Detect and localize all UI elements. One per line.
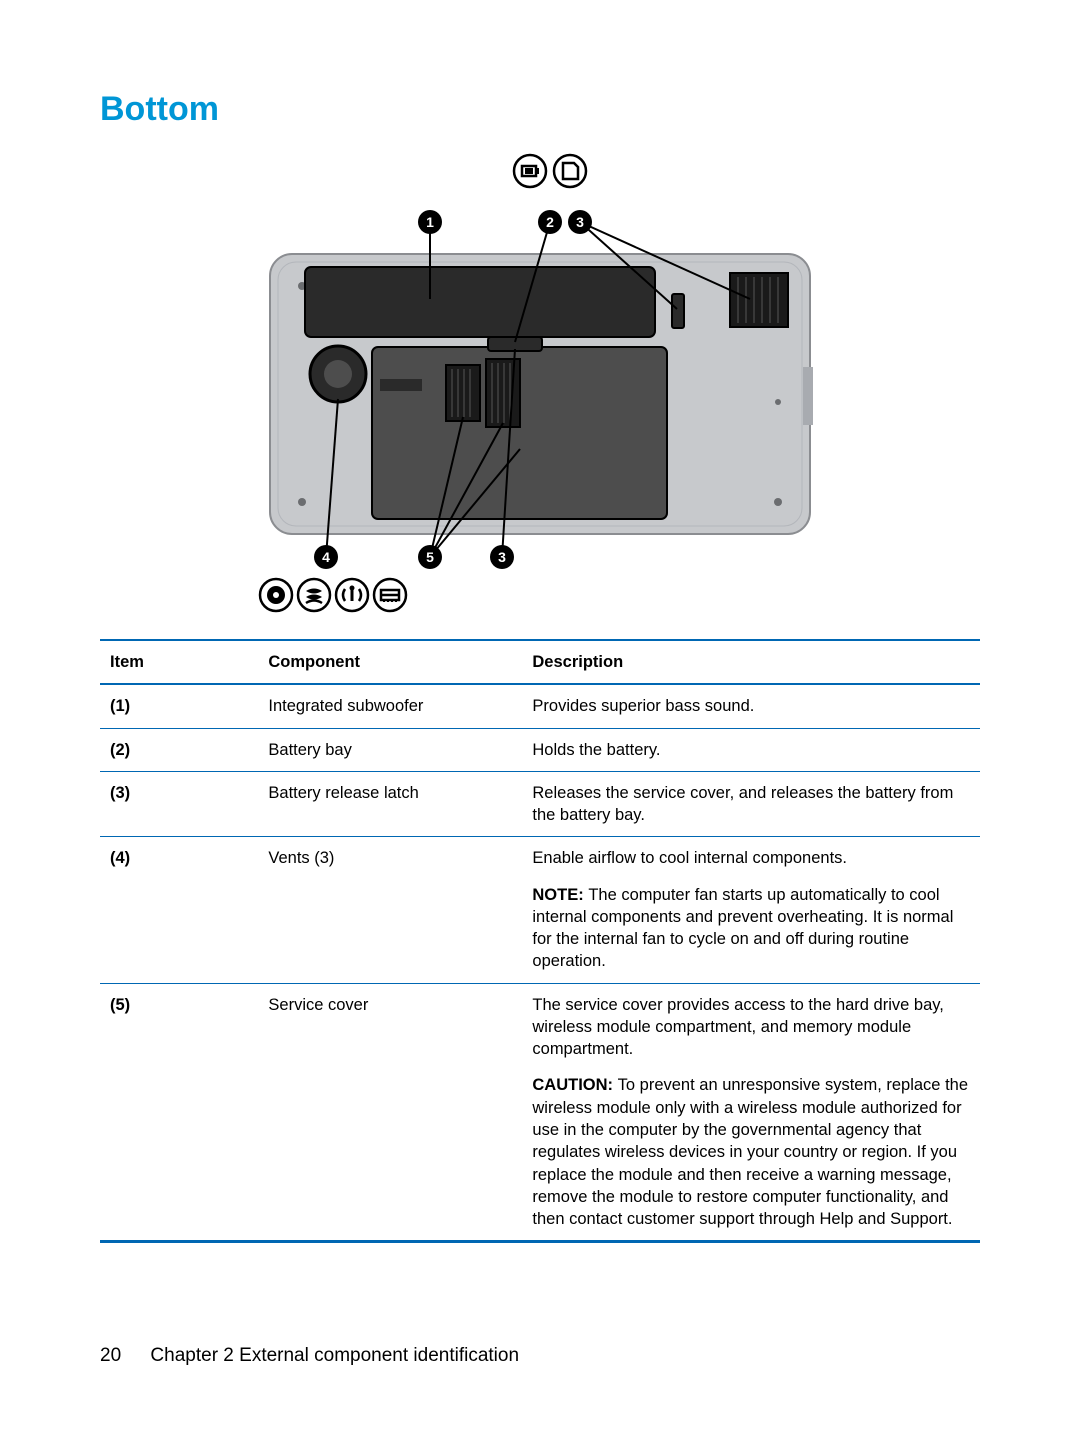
svg-text:1: 1 — [426, 214, 434, 230]
page-footer: 20 Chapter 2 External component identifi… — [100, 1345, 519, 1367]
component-table: Item Component Description (1)Integrated… — [100, 639, 980, 1243]
table-row: (3)Battery release latchReleases the ser… — [100, 771, 980, 837]
chapter-label: Chapter 2 External component identificat… — [150, 1345, 519, 1366]
cell-item: (5) — [100, 983, 258, 1242]
svg-text:3: 3 — [498, 549, 506, 565]
svg-text:2: 2 — [546, 214, 554, 230]
page-number: 20 — [100, 1345, 121, 1367]
svg-text:4: 4 — [322, 549, 330, 565]
th-item: Item — [100, 640, 258, 684]
callout-4: 4 — [314, 545, 338, 569]
callout-1: 1 — [418, 210, 442, 234]
table-row: (4)Vents (3)Enable airflow to cool inter… — [100, 837, 980, 983]
memory-icon — [374, 579, 406, 611]
cell-component: Battery bay — [258, 728, 522, 771]
table-row: (2)Battery bayHolds the battery. — [100, 728, 980, 771]
cell-description: Holds the battery. — [522, 728, 980, 771]
hdd-icon — [260, 579, 292, 611]
cell-description: Enable airflow to cool internal componen… — [522, 837, 980, 983]
wireless-icon — [336, 579, 368, 611]
callout-2: 2 — [538, 210, 562, 234]
stack-icon — [298, 579, 330, 611]
svg-text:5: 5 — [426, 549, 434, 565]
cell-component: Vents (3) — [258, 837, 522, 983]
cell-description: Releases the service cover, and releases… — [522, 771, 980, 837]
bottom-diagram: 1 2 3 4 5 3 — [230, 149, 850, 619]
table-row: (5)Service coverThe service cover provid… — [100, 983, 980, 1242]
th-component: Component — [258, 640, 522, 684]
section-title: Bottom — [100, 90, 980, 129]
callout-3: 3 — [568, 210, 592, 234]
laptop-body — [270, 254, 813, 534]
cell-description: The service cover provides access to the… — [522, 983, 980, 1242]
cell-component: Battery release latch — [258, 771, 522, 837]
cell-item: (2) — [100, 728, 258, 771]
cell-description: Provides superior bass sound. — [522, 684, 980, 728]
cell-component: Integrated subwoofer — [258, 684, 522, 728]
cell-component: Service cover — [258, 983, 522, 1242]
th-description: Description — [522, 640, 980, 684]
callout-3b: 3 — [490, 545, 514, 569]
table-row: (1)Integrated subwooferProvides superior… — [100, 684, 980, 728]
cell-item: (1) — [100, 684, 258, 728]
cell-item: (4) — [100, 837, 258, 983]
svg-text:3: 3 — [576, 214, 584, 230]
cell-item: (3) — [100, 771, 258, 837]
callout-5: 5 — [418, 545, 442, 569]
